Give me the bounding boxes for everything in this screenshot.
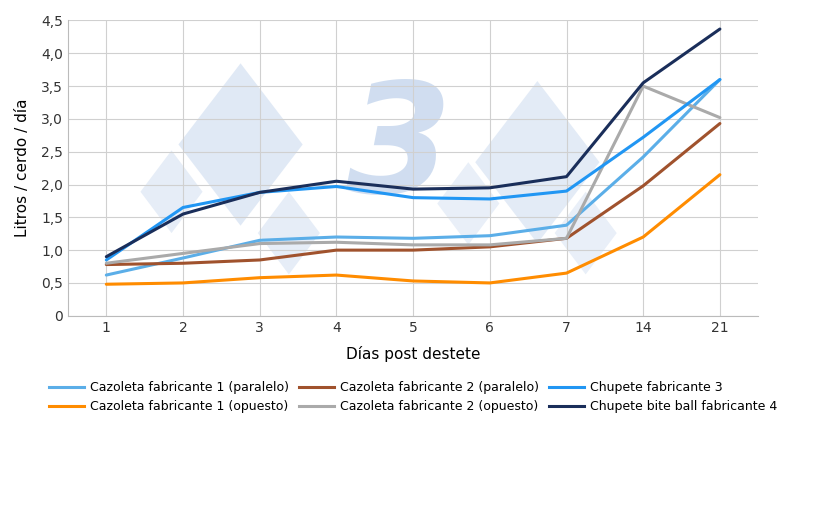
Polygon shape	[257, 192, 319, 275]
Polygon shape	[554, 192, 616, 275]
Legend: Cazoleta fabricante 1 (paralelo), Cazoleta fabricante 1 (opuesto), Cazoleta fabr: Cazoleta fabricante 1 (paralelo), Cazole…	[48, 381, 776, 413]
Polygon shape	[179, 63, 302, 226]
Polygon shape	[475, 81, 599, 243]
Text: 3: 3	[346, 76, 452, 225]
Polygon shape	[437, 162, 499, 245]
Polygon shape	[140, 151, 202, 233]
Y-axis label: Litros / cerdo / día: Litros / cerdo / día	[15, 99, 30, 237]
X-axis label: Días post destete: Días post destete	[346, 346, 480, 362]
